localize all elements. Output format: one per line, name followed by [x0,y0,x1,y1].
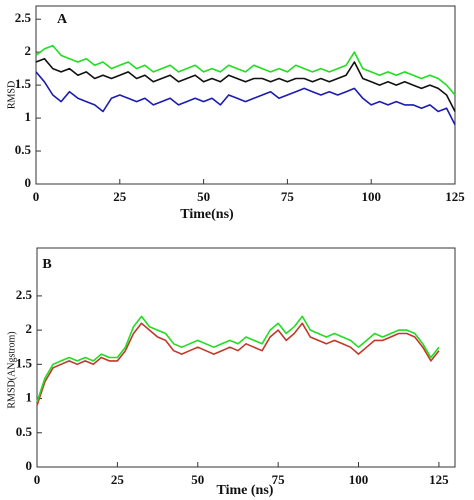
panel-title: A [57,12,68,27]
y-tick-label: 1 [25,109,32,124]
x-tick-label: 100 [361,189,381,204]
y-tick-label: 0.5 [16,424,33,439]
series-line [36,315,440,403]
series-line [35,44,456,96]
panel-title: B [42,257,51,272]
y-tick-label: 0 [25,175,32,190]
series-line [35,71,456,126]
x-tick-label: 50 [197,189,210,204]
y-tick-label: 0 [26,458,33,473]
y-tick-label: 1 [26,390,33,405]
plot-frame [36,247,456,468]
y-tick-label: 2.5 [16,287,33,302]
y-tick-label: 2.5 [15,10,32,25]
series-line [35,57,456,112]
y-tick-label: 2 [26,321,33,336]
plot-frame [35,5,456,185]
x-tick-label: 25 [111,472,125,487]
x-tick-label: 50 [191,472,204,487]
x-axis-label: Time (ns) [217,483,274,498]
x-tick-label: 75 [281,189,295,204]
x-tick-label: 0 [34,472,41,487]
y-tick-label: 1.5 [15,76,32,91]
x-tick-label: 125 [445,189,465,204]
y-tick-label: 0.5 [15,142,32,157]
y-axis-label: RMSD [6,81,17,109]
x-tick-label: 125 [429,472,449,487]
x-tick-label: 0 [33,189,40,204]
y-tick-label: 1.5 [16,355,33,370]
x-axis-label: Time(ns) [180,207,234,222]
y-axis-label: RMSD(ANgstrom) [6,331,17,408]
series-line [36,322,440,406]
x-tick-label: 75 [272,472,286,487]
y-tick-label: 2 [25,43,32,58]
x-tick-label: 100 [349,472,369,487]
x-tick-label: 25 [113,189,127,204]
